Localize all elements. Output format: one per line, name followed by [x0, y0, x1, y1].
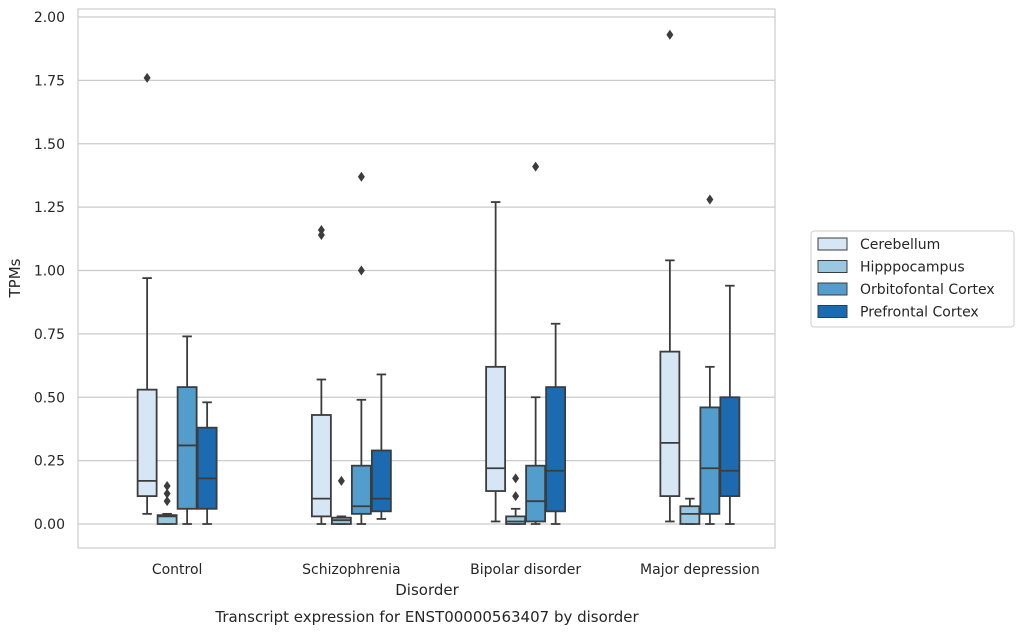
y-tick-label: 1.00 — [34, 264, 65, 280]
chart-caption: Transcript expression for ENST0000056340… — [214, 608, 639, 626]
legend-swatch — [817, 260, 848, 273]
legend-label: Cerebellum — [860, 237, 940, 253]
box-orbitofontal-cortex — [176, 335, 198, 525]
box-prefrontal-cortex — [370, 373, 392, 520]
box-iqr — [176, 386, 198, 510]
box-prefrontal-cortex — [196, 401, 218, 525]
box-cerebellum — [659, 29, 681, 523]
outlier-point — [143, 72, 151, 83]
box-cerebellum — [310, 224, 332, 525]
box-iqr — [545, 386, 567, 513]
box-iqr — [196, 426, 218, 510]
outlier-point — [163, 488, 171, 499]
y-tick-label: 0.75 — [34, 327, 65, 343]
box-orbitofontal-cortex — [525, 161, 547, 525]
y-tick-label: 0.50 — [34, 390, 65, 406]
outlier-point — [512, 491, 520, 502]
y-tick-label: 2.00 — [34, 10, 65, 26]
box-iqr — [485, 365, 507, 492]
box-iqr — [136, 388, 158, 498]
x-tick-labels: Control Schizophrenia Bipolar disorder Majo… — [152, 562, 760, 578]
x-tick-label: Bipolar disorder — [470, 562, 581, 578]
outlier-point — [357, 265, 365, 276]
box-iqr — [699, 406, 721, 515]
box-iqr — [525, 464, 547, 523]
box-orbitofontal-cortex — [699, 194, 721, 525]
x-tick-label: Control — [152, 562, 203, 578]
y-tick-label: 0.25 — [34, 454, 65, 470]
y-axis-title: TPMs — [6, 258, 24, 298]
x-tick-label: Major depression — [640, 562, 760, 578]
outlier-point — [532, 161, 540, 172]
box-iqr — [659, 350, 681, 498]
y-tick-labels: 0.00 0.25 0.50 0.75 1.00 1.25 1.50 1.75 2.00 — [34, 10, 65, 533]
outlier-point — [337, 475, 345, 486]
x-tick-label: Schizophrenia — [302, 562, 400, 578]
y-tick-label: 1.25 — [34, 200, 65, 216]
legend-label: Orbitofontal Cortex — [860, 282, 995, 298]
legend-swatch — [817, 237, 848, 251]
legend-label: Hipppocampus — [860, 260, 965, 276]
outlier-point — [163, 496, 171, 507]
legend-label: Prefrontal Cortex — [860, 305, 979, 321]
box-groups — [136, 29, 741, 525]
box-cerebellum — [136, 72, 158, 515]
y-tick-label: 0.00 — [34, 517, 65, 533]
outlier-point — [317, 230, 325, 241]
y-tick-label: 1.50 — [34, 137, 65, 153]
outlier-point — [706, 194, 714, 205]
outlier-point — [317, 224, 325, 235]
box-orbitofontal-cortex — [350, 171, 372, 525]
legend-swatch — [817, 282, 848, 296]
legend: Cerebellum Hipppocampus Orbitofontal Corte… — [810, 230, 1015, 328]
outlier-point — [357, 171, 365, 182]
box-cerebellum — [485, 201, 507, 523]
outlier-point — [512, 473, 520, 484]
box-iqr — [505, 515, 527, 525]
outlier-point — [666, 29, 674, 40]
box-iqr — [156, 514, 178, 525]
outlier-point — [163, 480, 171, 491]
box-iqr — [679, 505, 701, 525]
legend-frame — [810, 230, 1015, 328]
box-iqr — [350, 464, 372, 515]
box-hipppocampus — [156, 480, 178, 525]
box-prefrontal-cortex — [545, 322, 567, 525]
box-iqr — [719, 396, 741, 498]
box-hipppocampus — [505, 473, 527, 525]
y-tick-label: 1.75 — [34, 73, 65, 89]
box-iqr — [310, 414, 332, 518]
box-hipppocampus — [679, 497, 701, 525]
x-axis-title: Disorder — [395, 581, 459, 599]
legend-swatch — [817, 305, 848, 318]
box-prefrontal-cortex — [719, 284, 741, 525]
box-hipppocampus — [330, 475, 352, 525]
box-iqr — [370, 449, 392, 513]
